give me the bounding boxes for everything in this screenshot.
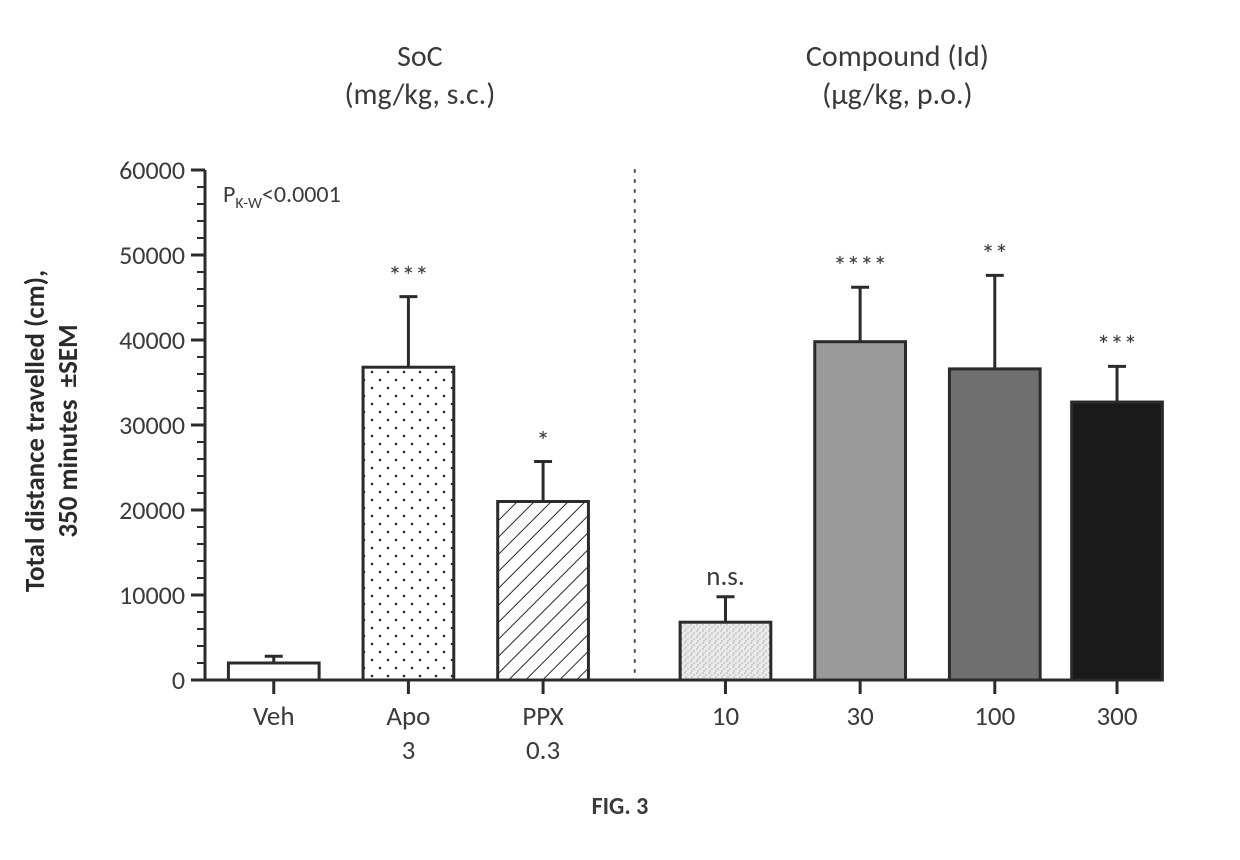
significance-label: ** [925, 238, 1065, 271]
group-title-soc: SoC (mg/kg, s.c.) [205, 38, 635, 113]
x-tick-label: 10 [655, 700, 795, 734]
significance-label: n.s. [655, 560, 795, 593]
significance-label: *** [1047, 329, 1187, 362]
x-tick-label: 30 [790, 700, 930, 734]
y-tick-label: 50000 [119, 239, 185, 271]
group-title-compound-line2: (μg/kg, p.o.) [635, 76, 1160, 114]
significance-label: * [473, 425, 613, 458]
stats-rest: <0.0001 [262, 180, 341, 209]
group-title-soc-line2: (mg/kg, s.c.) [205, 76, 635, 114]
y-tick-label: 60000 [119, 154, 185, 186]
y-tick-label: 30000 [119, 409, 185, 441]
x-tick-label: 100 [925, 700, 1065, 734]
x-tick-label: Apo 3 [338, 700, 478, 768]
stats-sub: K-W [235, 194, 262, 213]
stats-prefix: P [223, 180, 235, 209]
x-tick-label: Veh [204, 700, 344, 734]
chart-stage: SoC (mg/kg, s.c.) Compound (Id) (μg/kg, … [0, 0, 1240, 860]
y-tick-label: 40000 [119, 324, 185, 356]
group-title-soc-line1: SoC [205, 38, 635, 76]
x-tick-label: PPX 0.3 [473, 700, 613, 768]
y-axis-title: Total distance travelled (cm), 350 minut… [19, 176, 85, 686]
stats-annotation: PK-W<0.0001 [223, 180, 341, 213]
y-tick-label: 10000 [119, 579, 185, 611]
significance-label: **** [790, 250, 930, 283]
group-title-compound-line1: Compound (Id) [635, 38, 1160, 76]
group-title-compound: Compound (Id) (μg/kg, p.o.) [635, 38, 1160, 113]
y-tick-label: 20000 [119, 494, 185, 526]
y-tick-label: 0 [172, 664, 185, 696]
figure-caption: FIG. 3 [0, 792, 1240, 821]
significance-label: *** [338, 260, 478, 293]
x-tick-label: 300 [1047, 700, 1187, 734]
